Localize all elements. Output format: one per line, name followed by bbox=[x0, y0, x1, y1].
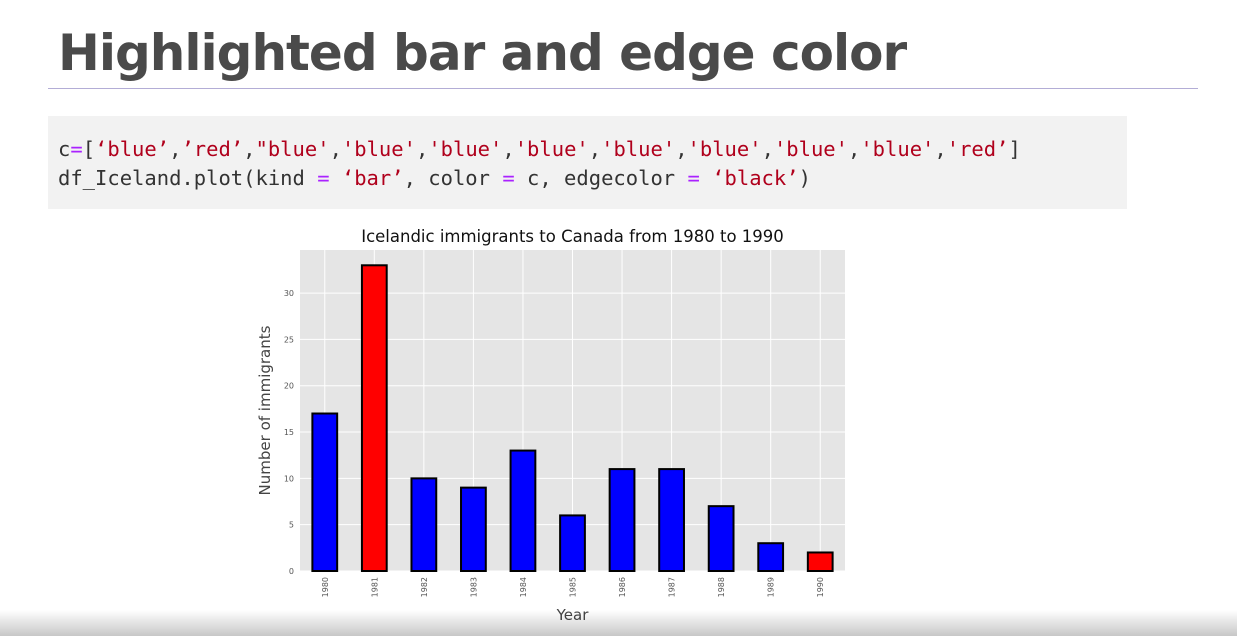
code-operator: = bbox=[687, 166, 700, 190]
code-call: df_Iceland.plot(kind bbox=[58, 166, 318, 190]
y-tick-label: 0 bbox=[289, 567, 294, 576]
code-var: c bbox=[58, 137, 71, 161]
code-list-item: 'blue' bbox=[341, 137, 416, 161]
code-list-item: 'blue' bbox=[428, 137, 503, 161]
bar-1989 bbox=[757, 542, 785, 573]
x-tick-label: 1987 bbox=[668, 577, 677, 597]
x-tick-label: 1980 bbox=[321, 577, 330, 597]
code-comma: , bbox=[588, 137, 602, 161]
code-comma: , bbox=[675, 137, 688, 161]
y-tick-label: 25 bbox=[284, 335, 294, 344]
bar-chart-svg: 0 5 10 15 20 25 30 1980 1981 1982 1983 1984 1985 1986… bbox=[256, 227, 845, 624]
bar-1984 bbox=[509, 449, 537, 572]
y-axis-label: Number of immigrants bbox=[256, 325, 274, 495]
code-comma: , bbox=[415, 137, 429, 161]
code-list-item: ‘blue’ bbox=[95, 137, 170, 161]
x-tick-label: 1984 bbox=[519, 577, 528, 597]
title-divider bbox=[48, 88, 1198, 89]
code-list-item: 'blue' bbox=[773, 137, 848, 161]
code-arg: c, edgecolor bbox=[514, 166, 688, 190]
code-arg: , color bbox=[403, 166, 503, 190]
code-operator: = bbox=[317, 166, 330, 190]
x-tick-label: 1986 bbox=[618, 577, 627, 597]
x-tick-label: 1983 bbox=[469, 577, 478, 597]
code-string: ‘black’ bbox=[699, 166, 799, 190]
code-string: ‘bar’ bbox=[329, 166, 404, 190]
chart-title: Icelandic immigrants to Canada from 1980… bbox=[361, 227, 784, 246]
code-list-item: 'blue' bbox=[860, 137, 935, 161]
bar-chart: 0 5 10 15 20 25 30 1980 1981 1982 1983 1984 1985 1986… bbox=[250, 222, 870, 630]
code-block: c=[‘blue’,’red’,"blue','blue','blue','bl… bbox=[48, 116, 1127, 209]
code-list-item: 'red’ bbox=[946, 137, 1009, 161]
code-list-item: 'blue' bbox=[514, 137, 589, 161]
x-tick-label: 1985 bbox=[569, 577, 578, 597]
x-tick-label: 1981 bbox=[370, 577, 379, 597]
code-list-item: 'blue' bbox=[687, 137, 762, 161]
code-list-item: ’red’ bbox=[181, 137, 244, 161]
y-tick-label: 10 bbox=[284, 474, 294, 483]
bar-1980 bbox=[311, 412, 339, 572]
x-tick-label: 1989 bbox=[767, 577, 776, 597]
bar-1981 bbox=[360, 264, 388, 573]
code-comma: , bbox=[848, 137, 861, 161]
code-list-items: ‘blue’,’red’,"blue','blue','blue','blue'… bbox=[95, 137, 1008, 161]
code-comma: , bbox=[761, 137, 774, 161]
code-comma: , bbox=[329, 137, 342, 161]
code-operator: = bbox=[70, 137, 83, 161]
y-tick-label: 20 bbox=[284, 382, 294, 391]
y-tick-label: 5 bbox=[289, 521, 294, 530]
x-tick-label: 1990 bbox=[816, 577, 825, 597]
x-tick-label: 1988 bbox=[717, 577, 726, 597]
code-line-2: df_Iceland.plot(kind = ‘bar’, color = c,… bbox=[58, 166, 811, 190]
code-comma: , bbox=[169, 137, 182, 161]
bar-1985 bbox=[559, 514, 586, 573]
code-comma: , bbox=[502, 137, 515, 161]
bottom-shadow bbox=[0, 610, 1237, 636]
x-axis-label: Year bbox=[556, 606, 590, 624]
bar-1983 bbox=[460, 486, 487, 573]
bar-1982 bbox=[410, 477, 438, 573]
bar-1990 bbox=[806, 551, 834, 573]
y-tick-label: 15 bbox=[284, 428, 294, 437]
code-list-item: "blue' bbox=[255, 137, 330, 161]
bar-1988 bbox=[707, 505, 735, 573]
slide-title: Highlighted bar and edge color bbox=[58, 24, 907, 82]
y-tick-label: 30 bbox=[284, 289, 294, 298]
x-tick-label: 1982 bbox=[420, 577, 429, 597]
code-list-item: 'blue' bbox=[601, 137, 676, 161]
code-paren-close: ) bbox=[798, 166, 811, 190]
code-comma: , bbox=[243, 137, 256, 161]
bar-1987 bbox=[658, 468, 685, 573]
code-bracket-close: ] bbox=[1008, 137, 1021, 161]
code-line-1: c=[‘blue’,’red’,"blue','blue','blue','bl… bbox=[58, 137, 1021, 161]
code-comma: , bbox=[934, 137, 947, 161]
code-bracket-open: [ bbox=[82, 137, 96, 161]
bar-1986 bbox=[608, 468, 636, 573]
code-operator: = bbox=[502, 166, 515, 190]
